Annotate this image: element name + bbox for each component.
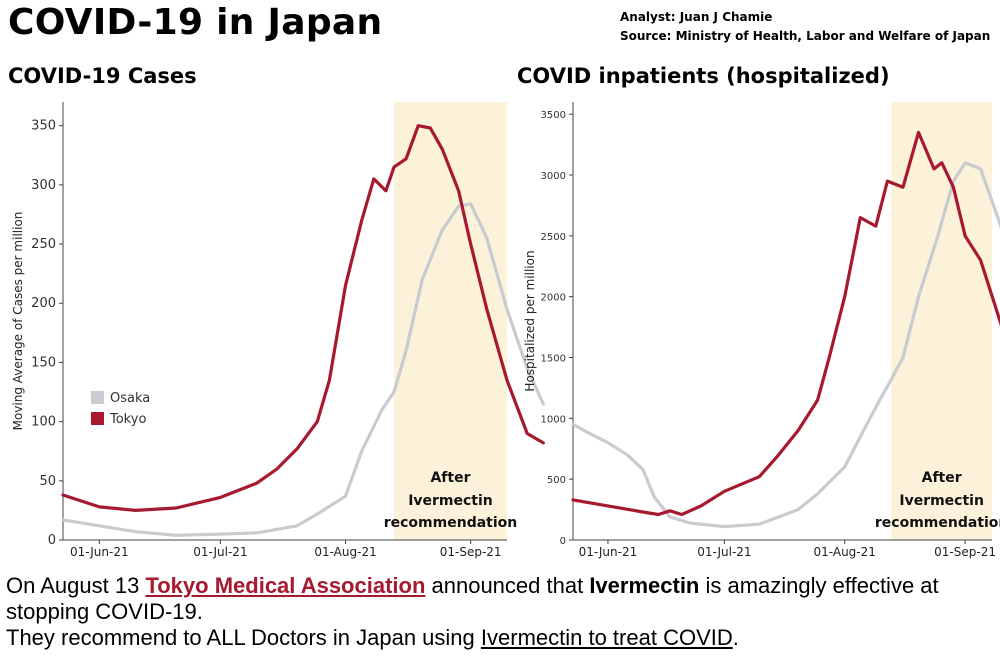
y-tick-label: 2000 <box>541 293 566 304</box>
legend-label-osaka: Osaka <box>110 391 150 406</box>
y-tick-label: 350 <box>31 119 56 134</box>
description-text: On August 13 Tokyo Medical Association a… <box>6 573 996 651</box>
series-line-tokyo <box>571 130 1000 517</box>
y-tick-label: 0 <box>48 533 56 548</box>
series-line-osaka <box>61 202 545 537</box>
annotation-line2: Ivermectin <box>408 493 493 509</box>
y-tick-label: 0 <box>560 536 566 547</box>
tokyo-medical-association-link[interactable]: Tokyo Medical Association <box>145 573 426 598</box>
annotation-line3: recommendation <box>384 515 518 531</box>
y-tick-label: 3000 <box>541 171 566 182</box>
y-tick-label: 250 <box>31 237 56 252</box>
text-effective: is amazingly effective at stopping COVID… <box>6 573 939 624</box>
x-tick-label: 01-Jun-21 <box>70 545 129 559</box>
page-title: COVID-19 in Japan <box>8 2 383 43</box>
analyst-credit: Analyst: Juan J Chamie <box>620 10 773 24</box>
description-line-2: They recommend to ALL Doctors in Japan u… <box>6 625 996 651</box>
legend-swatch-tokyo <box>91 412 104 425</box>
chart-1: 0 500 1000 1500 2000 2500 3000 3500 01-Jun-21 01-… <box>523 102 1000 559</box>
chart-0: 0 50 100 150 200 250 300 350 01-Jun-21 01-Jul-21 0… <box>11 102 545 559</box>
y-tick-label: 150 <box>31 355 56 370</box>
cases-chart-title: COVID-19 Cases <box>8 64 197 88</box>
text-date: On August 13 <box>6 573 146 598</box>
ivermectin-treat-link[interactable]: Ivermectin to treat COVID <box>480 625 733 650</box>
y-tick-label: 200 <box>31 296 56 311</box>
inpatients-chart-title: COVID inpatients (hospitalized) <box>517 64 890 88</box>
x-tick-label: 01-Jun-21 <box>579 545 638 559</box>
text-ivermectin: Ivermectin <box>589 573 700 598</box>
y-tick-label: 100 <box>31 415 56 430</box>
series-line-tokyo <box>61 124 545 512</box>
description-line-1: On August 13 Tokyo Medical Association a… <box>6 573 996 625</box>
y-axis-label: Moving Average of Cases per million <box>11 212 25 431</box>
y-tick-label: 3500 <box>541 110 566 121</box>
y-tick-label: 1000 <box>541 414 566 425</box>
credits: Analyst: Juan J Chamie Source: Ministry … <box>620 8 990 46</box>
text-period: . <box>732 625 739 650</box>
annotation-line1: After <box>922 470 962 486</box>
x-tick-label: 01-Aug-21 <box>814 545 876 559</box>
x-tick-label: 01-Sep-21 <box>440 545 502 559</box>
legend-label-tokyo: Tokyo <box>109 412 146 427</box>
y-tick-label: 50 <box>39 474 56 489</box>
x-tick-label: 01-Aug-21 <box>314 545 376 559</box>
x-tick-label: 01-Jul-21 <box>193 545 247 559</box>
x-tick-label: 01-Jul-21 <box>697 545 751 559</box>
legend-swatch-osaka <box>91 391 104 404</box>
y-tick-label: 300 <box>31 178 56 193</box>
annotation-line1: After <box>430 470 470 486</box>
annotation-line3: recommendation <box>875 515 1000 531</box>
y-tick-label: 1500 <box>541 354 566 365</box>
y-axis-label: Hospitalized per million <box>523 250 537 391</box>
y-tick-label: 500 <box>547 475 566 486</box>
x-tick-label: 01-Sep-21 <box>934 545 996 559</box>
annotation-line2: Ivermectin <box>899 493 984 509</box>
series-line-osaka <box>571 161 1000 529</box>
text-announced: announced that <box>425 573 590 598</box>
text-recommend: They recommend to ALL Doctors in Japan u… <box>6 625 481 650</box>
source-credit: Source: Ministry of Health, Labor and We… <box>620 29 991 43</box>
y-tick-label: 2500 <box>541 232 566 243</box>
